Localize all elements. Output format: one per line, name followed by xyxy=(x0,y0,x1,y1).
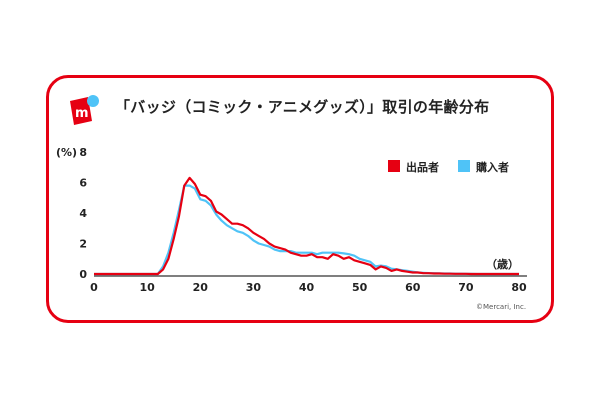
legend-label-buyer: 購入者 xyxy=(475,160,509,174)
legend-label-seller: 出品者 xyxy=(406,160,439,174)
y-tick-label: 6 xyxy=(79,177,87,190)
y-tick-label: 4 xyxy=(79,207,87,220)
series-line-buyer xyxy=(94,184,519,276)
x-tick-label: 40 xyxy=(299,281,315,294)
x-tick-label: 30 xyxy=(246,281,262,294)
copyright-notice: ©Mercari, Inc. xyxy=(476,303,527,311)
x-tick-label: 0 xyxy=(90,281,98,294)
x-tick-label: 50 xyxy=(352,281,368,294)
chart-title: 「バッジ（コミック・アニメグッズ）」取引の年齢分布 xyxy=(115,98,490,116)
y-axis-label: (%) xyxy=(56,146,77,159)
mercari-logo-icon: m xyxy=(70,95,99,125)
legend-swatch-seller xyxy=(388,160,400,172)
x-tick-label: 20 xyxy=(193,281,209,294)
y-tick-label: 0 xyxy=(79,268,87,281)
x-tick-label: 10 xyxy=(139,281,155,294)
x-axis-label: （歳） xyxy=(486,257,519,271)
x-tick-label: 80 xyxy=(511,281,527,294)
series-line-seller xyxy=(94,176,519,276)
x-tick-label: 60 xyxy=(405,281,421,294)
x-tick-label: 70 xyxy=(458,281,474,294)
chart-card xyxy=(46,75,554,323)
logo-letter: m xyxy=(75,106,89,121)
legend-swatch-buyer xyxy=(458,160,470,172)
y-tick-label: 2 xyxy=(79,238,87,251)
y-tick-label: 8 xyxy=(79,146,87,159)
